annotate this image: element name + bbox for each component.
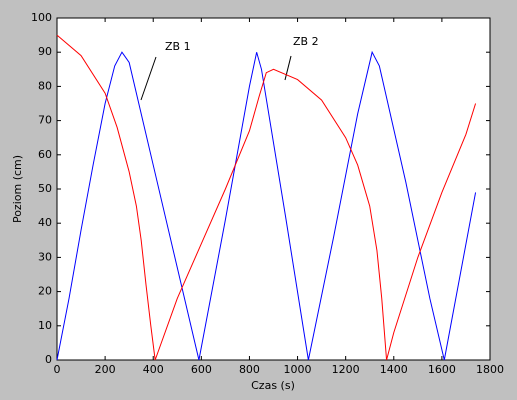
y-tick-label: 60: [38, 148, 52, 161]
x-axis-label: Czas (s): [251, 379, 295, 392]
y-axis-label: Poziom (cm): [11, 155, 24, 223]
y-tick-label: 100: [31, 11, 52, 24]
x-tick-label: 1400: [380, 363, 408, 376]
annotation-pointer: [284, 55, 292, 81]
x-tick-label: 800: [239, 363, 260, 376]
y-tick-label: 70: [38, 114, 52, 127]
series-line: [56, 50, 477, 361]
x-tick-label: 600: [191, 363, 212, 376]
y-tick-label: 80: [38, 79, 52, 92]
y-tick-label: 10: [38, 319, 52, 332]
y-tick-label: 90: [38, 45, 52, 58]
x-tick-label: 1800: [476, 363, 504, 376]
plot-area: [56, 17, 491, 361]
x-tick-label: 1000: [284, 363, 312, 376]
series-annotation: ZB 2: [293, 35, 319, 48]
x-tick-label: 0: [54, 363, 61, 376]
annotation-pointer: [140, 56, 157, 101]
x-tick-label: 1600: [428, 363, 456, 376]
series-line: [56, 34, 477, 361]
x-tick-label: 400: [143, 363, 164, 376]
y-tick-label: 50: [38, 182, 52, 195]
x-tick-label: 200: [95, 363, 116, 376]
y-tick-label: 0: [45, 353, 52, 366]
x-tick-label: 1200: [332, 363, 360, 376]
y-tick-label: 30: [38, 250, 52, 263]
y-tick-label: 40: [38, 216, 52, 229]
y-tick-label: 20: [38, 285, 52, 298]
series-annotation: ZB 1: [165, 40, 191, 53]
